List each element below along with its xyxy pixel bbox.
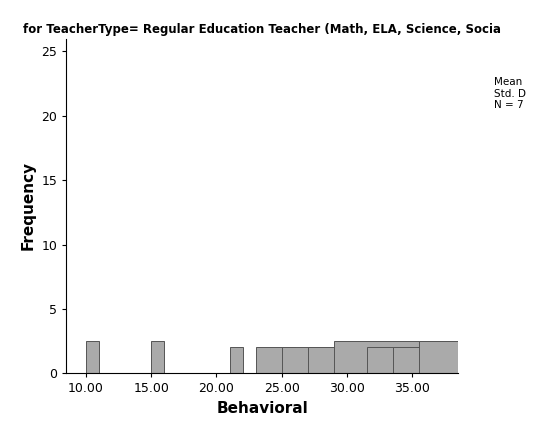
Bar [367, 347, 484, 373]
Bar [334, 341, 543, 373]
Text: Mean
Std. D
N = 7: Mean Std. D N = 7 [494, 77, 526, 110]
Y-axis label: Frequency: Frequency [21, 161, 36, 251]
Bar [308, 347, 373, 373]
Bar [393, 347, 497, 373]
Bar [86, 341, 99, 373]
Title: for TeacherType= Regular Education Teacher (Math, ELA, Science, Socia: for TeacherType= Regular Education Teach… [23, 23, 501, 36]
X-axis label: Behavioral: Behavioral [216, 401, 308, 416]
Bar [151, 341, 164, 373]
Bar [230, 347, 242, 373]
Bar [282, 347, 347, 373]
Bar [256, 347, 295, 373]
Bar [419, 341, 552, 373]
